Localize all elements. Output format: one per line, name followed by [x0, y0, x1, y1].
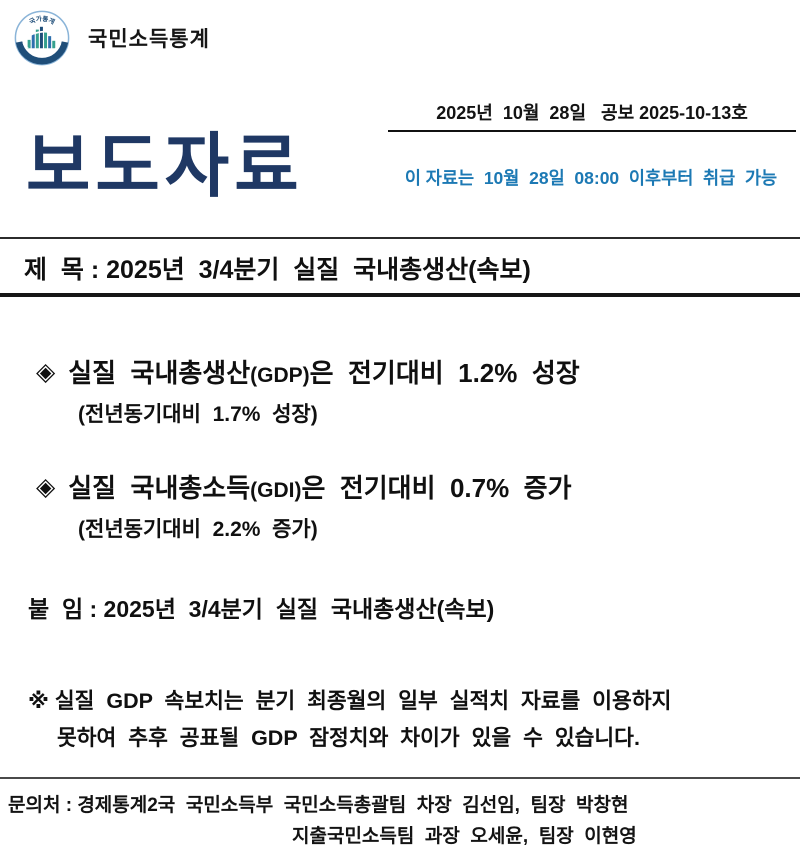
- diamond-bullet-icon: ◈: [36, 472, 56, 501]
- key-point-gdi-subtext: (전년동기대비 2.2% 증가): [78, 518, 318, 541]
- national-statistics-emblem-icon: 국가통계 NATIONAL STATISTICS: [14, 10, 70, 66]
- contact-line-1: 문의처 : 경제통계2국 국민소득부 국민소득총괄팀 차장 김선임, 팀장 박창…: [8, 795, 629, 816]
- key-point-gdp-subtext: (전년동기대비 1.7% 성장): [78, 403, 318, 426]
- footnote-line-1: ※ 실질 GDP 속보치는 분기 최종월의 일부 실적치 자료를 이용하지: [28, 689, 672, 713]
- embargo-notice: 이 자료는 10월 28일 08:00 이후부터 취급 가능: [404, 168, 778, 188]
- diamond-bullet-icon: ◈: [36, 357, 56, 386]
- contact-line-2: 지출국민소득팀 과장 오세윤, 팀장 이현영: [292, 826, 637, 847]
- subject-line: 제 목 : 2025년 3/4분기 실질 국내총생산(속보): [24, 256, 531, 284]
- key-point-gdi: ◈ 실질 국내총소득(GDI)은 전기대비 0.7% 증가: [36, 468, 572, 505]
- document-type-title: 보도자료: [26, 127, 304, 205]
- reference-mark-icon: ※: [28, 689, 49, 713]
- footnote-line-2: 못하여 추후 공표될 GDP 잠정치와 차이가 있을 수 있습니다.: [57, 726, 640, 750]
- key-point-gdp: ◈ 실질 국내총생산(GDP)은 전기대비 1.2% 성장: [36, 353, 580, 390]
- key-point-gdi-text: 실질 국내총소득(GDI)은 전기대비 0.7% 증가: [68, 473, 572, 503]
- key-point-gdp-text: 실질 국내총생산(GDP)은 전기대비 1.2% 성장: [68, 358, 580, 388]
- publication-dateline: 2025년 10월 28일 공보 2025-10-13호: [388, 99, 796, 132]
- divider-thick: [0, 293, 800, 297]
- divider-top: [0, 237, 800, 239]
- statistics-category-label: 국민소득통계: [88, 28, 210, 51]
- attachment-line: 붙 임 : 2025년 3/4분기 실질 국내총생산(속보): [28, 596, 495, 622]
- divider-footer: [0, 777, 800, 779]
